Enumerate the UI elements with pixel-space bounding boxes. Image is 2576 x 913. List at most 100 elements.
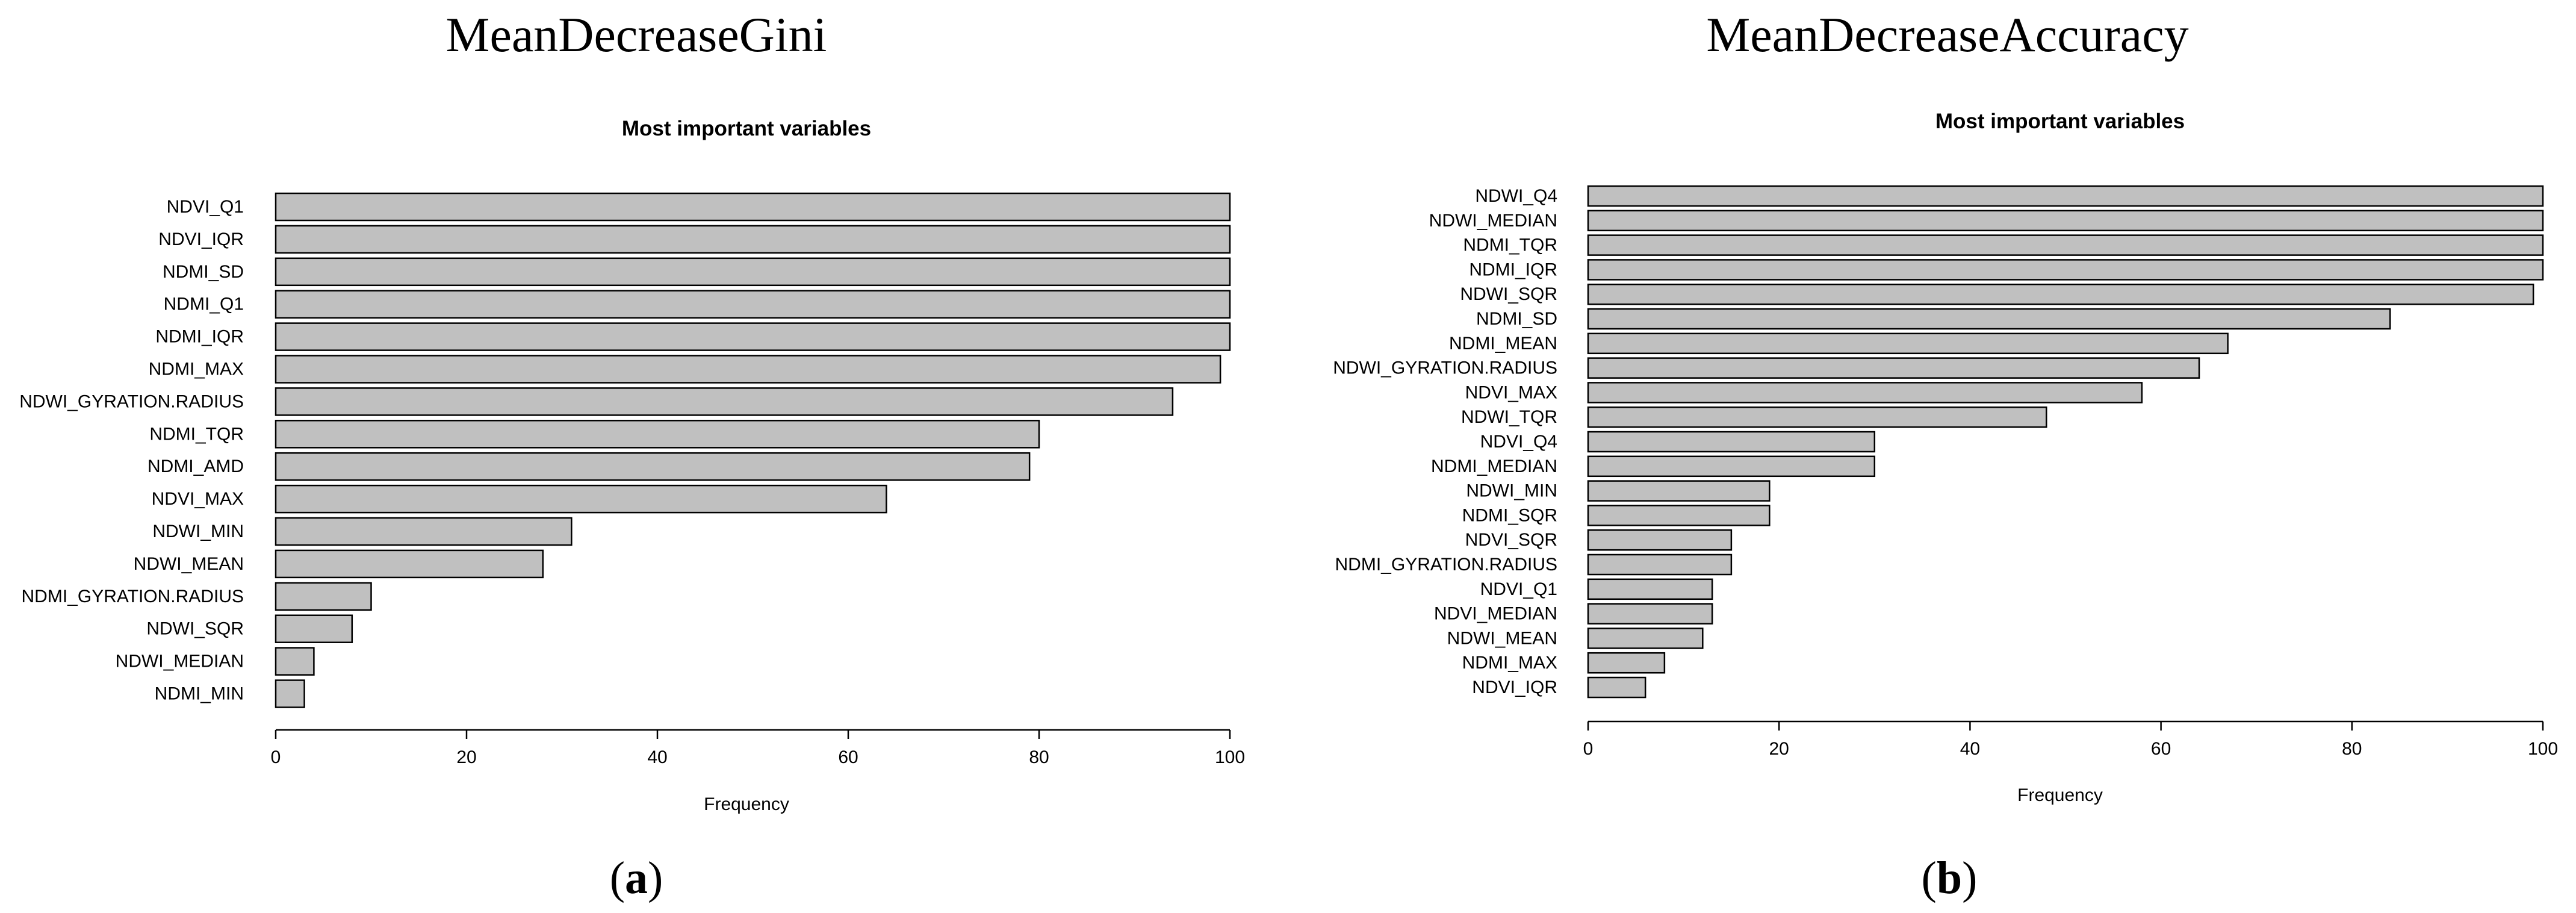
panel-a-bar-ndmi-min xyxy=(275,679,305,708)
panel-b-bar-ndmi-max xyxy=(1587,652,1666,674)
panel-b-bar-ndwi-mean xyxy=(1587,628,1704,649)
panel-b-x-tick-label: 40 xyxy=(1960,739,1980,759)
panel-b-x-axis: 0 20 40 60 80 100 xyxy=(1583,720,2558,759)
panel-b-bar-ndmi-iqr xyxy=(1587,259,2544,281)
panel-a-category-label: NDMI_SD xyxy=(163,262,244,282)
panel-b-category-label: NDWI_GYRATION.RADIUS xyxy=(1333,358,1557,378)
panel-b-x-tick-label: 0 xyxy=(1583,739,1594,759)
panel-a-category-label: NDMI_MAX xyxy=(149,360,244,379)
panel-b-bar-ndwi-gyration-radius xyxy=(1587,357,2200,379)
panel-a-bar-ndwi-median xyxy=(275,647,315,676)
panel-b-bar-ndwi-median xyxy=(1587,210,2544,232)
panel-a-x-tick-label: 20 xyxy=(456,747,476,767)
panel-b-bar-ndvi-sqr xyxy=(1587,529,1733,551)
panel-b-category-label: NDVI_Q4 xyxy=(1480,432,1557,452)
panel-a-bar-ndvi-q1 xyxy=(275,192,1231,222)
panel-b-category-label: NDMI_SD xyxy=(1476,309,1557,329)
panel-b-bar-ndwi-sqr xyxy=(1587,283,2534,305)
panel-b-x-tick-label: 80 xyxy=(2342,739,2362,759)
panel-b-title: Most important variables xyxy=(1935,110,2185,133)
panel-a-category-labels: NDVI_Q1 NDVI_IQR NDMI_SD NDMI_Q1 NDMI_IQR NDM… xyxy=(19,197,244,704)
panel-a-caption-close: ) xyxy=(648,853,663,903)
panel-b-heading: MeanDecreaseAccuracy xyxy=(1706,7,2188,62)
panel-b-category-label: NDMI_MAX xyxy=(1462,653,1557,673)
panel-b-bar-ndvi-iqr xyxy=(1587,676,1646,699)
panel-a-bar-ndwi-gyration-radius xyxy=(275,387,1174,416)
panel-b-bar-ndmi-tqr xyxy=(1587,234,2544,256)
panel-a-bar-ndvi-max xyxy=(275,484,887,514)
panel-a-heading: MeanDecreaseGini xyxy=(446,7,827,62)
panel-b-bar-ndmi-sd xyxy=(1587,308,2391,330)
panel-b-category-label: NDMI_TQR xyxy=(1463,235,1557,255)
panel-b-x-axis-label: Frequency xyxy=(2017,785,2103,805)
panel-b-category-label: NDVI_Q1 xyxy=(1480,579,1557,599)
panel-b-bar-ndvi-median xyxy=(1587,603,1713,625)
panel-a-bar-ndwi-min xyxy=(275,517,573,546)
panel-a-bar-ndmi-max xyxy=(275,355,1221,384)
panel-b-bar-ndvi-max xyxy=(1587,382,2143,404)
panel-b-bar-ndvi-q1 xyxy=(1587,578,1713,600)
panel-b-category-label: NDMI_GYRATION.RADIUS xyxy=(1335,555,1557,575)
panel-b-category-label: NDMI_MEAN xyxy=(1449,334,1557,354)
panel-b-bar-ndmi-sqr xyxy=(1587,505,1771,526)
panel-a-x-tick-label: 60 xyxy=(838,747,858,767)
panel-a-category-label: NDMI_GYRATION.RADIUS xyxy=(22,587,244,606)
panel-a-category-label: NDVI_IQR xyxy=(158,229,244,249)
panel-a-bar-ndmi-amd xyxy=(275,452,1031,481)
panel-a-title: Most important variables xyxy=(622,117,871,140)
panel-a-caption-letter: a xyxy=(625,853,648,903)
panel-b-category-labels: NDWI_Q4 NDWI_MEDIAN NDMI_TQR NDMI_IQR NDWI_S… xyxy=(1333,186,1557,697)
panel-a-category-label: NDMI_IQR xyxy=(155,327,244,347)
panel-a-category-label: NDWI_GYRATION.RADIUS xyxy=(19,391,244,411)
panel-a-x-tick-label: 80 xyxy=(1029,747,1049,767)
panel-a-x-tick-label: 40 xyxy=(647,747,667,767)
chart-panel-b: MeanDecreaseAccuracy Most important vari… xyxy=(1333,7,2558,903)
panel-a-caption: (a) xyxy=(610,853,663,903)
panel-b-caption-open: ( xyxy=(1922,853,1937,903)
panel-b-category-label: NDWI_TQR xyxy=(1461,407,1557,427)
panel-a-bar-ndmi-iqr xyxy=(275,322,1231,351)
panel-b-category-label: NDVI_MEDIAN xyxy=(1434,604,1557,624)
panel-a-category-label: NDVI_Q1 xyxy=(167,197,244,217)
panel-a-bar-ndmi-sd xyxy=(275,257,1231,287)
panel-b-bar-ndmi-median xyxy=(1587,455,1876,478)
panel-a-category-label: NDWI_SQR xyxy=(146,619,244,639)
panel-b-category-label: NDVI_MAX xyxy=(1465,382,1557,402)
panel-b-bar-ndwi-min xyxy=(1587,480,1771,502)
panel-a-bar-ndmi-q1 xyxy=(275,290,1231,319)
panel-b-category-label: NDWI_MEAN xyxy=(1447,628,1557,648)
panel-b-category-label: NDVI_IQR xyxy=(1472,678,1557,697)
panel-a-category-label: NDMI_AMD xyxy=(147,456,244,476)
panel-b-x-tick-label: 100 xyxy=(2528,739,2558,759)
panel-b-category-label: NDWI_MEDIAN xyxy=(1429,211,1557,231)
panel-a-bar-ndmi-tqr xyxy=(275,420,1040,449)
panel-a-x-axis: 0 20 40 60 80 100 xyxy=(271,729,1245,767)
panel-a-category-label: NDVI_MAX xyxy=(152,489,244,509)
panel-a-category-label: NDMI_MIN xyxy=(155,684,244,704)
panel-b-bar-ndwi-q4 xyxy=(1587,185,2544,207)
panel-b-caption-letter: b xyxy=(1937,853,1962,903)
panel-a-bar-ndwi-mean xyxy=(275,549,544,579)
panel-a-category-label: NDWI_MEAN xyxy=(134,554,244,574)
panel-b-bar-ndmi-mean xyxy=(1587,332,2229,355)
panel-b-category-label: NDWI_MIN xyxy=(1466,481,1557,501)
chart-panel-a: MeanDecreaseGini Most important variable… xyxy=(19,7,1245,903)
panel-a-x-tick-label: 0 xyxy=(271,747,281,767)
panel-a-bar-ndwi-sqr xyxy=(275,614,353,643)
panel-a-category-label: NDWI_MEDIAN xyxy=(116,652,244,672)
panel-b-bar-ndvi-q4 xyxy=(1587,431,1876,453)
panel-b-bars xyxy=(1587,185,2544,699)
panel-b-x-tick-label: 20 xyxy=(1769,739,1789,759)
panel-b-category-label: NDMI_SQR xyxy=(1462,505,1557,525)
panel-a-x-axis-label: Frequency xyxy=(704,794,789,814)
panel-a-caption-open: ( xyxy=(610,853,625,903)
panel-a-bars xyxy=(275,192,1231,708)
panel-b-caption-close: ) xyxy=(1962,853,1977,903)
panel-a-category-label: NDWI_MIN xyxy=(152,522,244,541)
panel-a-bar-ndmi-gyration-radius xyxy=(275,582,372,611)
panel-a-bar-ndvi-iqr xyxy=(275,225,1231,254)
panel-b-category-label: NDVI_SQR xyxy=(1465,530,1557,550)
panel-b-category-label: NDWI_SQR xyxy=(1460,284,1557,304)
panel-a-category-label: NDMI_TQR xyxy=(149,424,244,444)
